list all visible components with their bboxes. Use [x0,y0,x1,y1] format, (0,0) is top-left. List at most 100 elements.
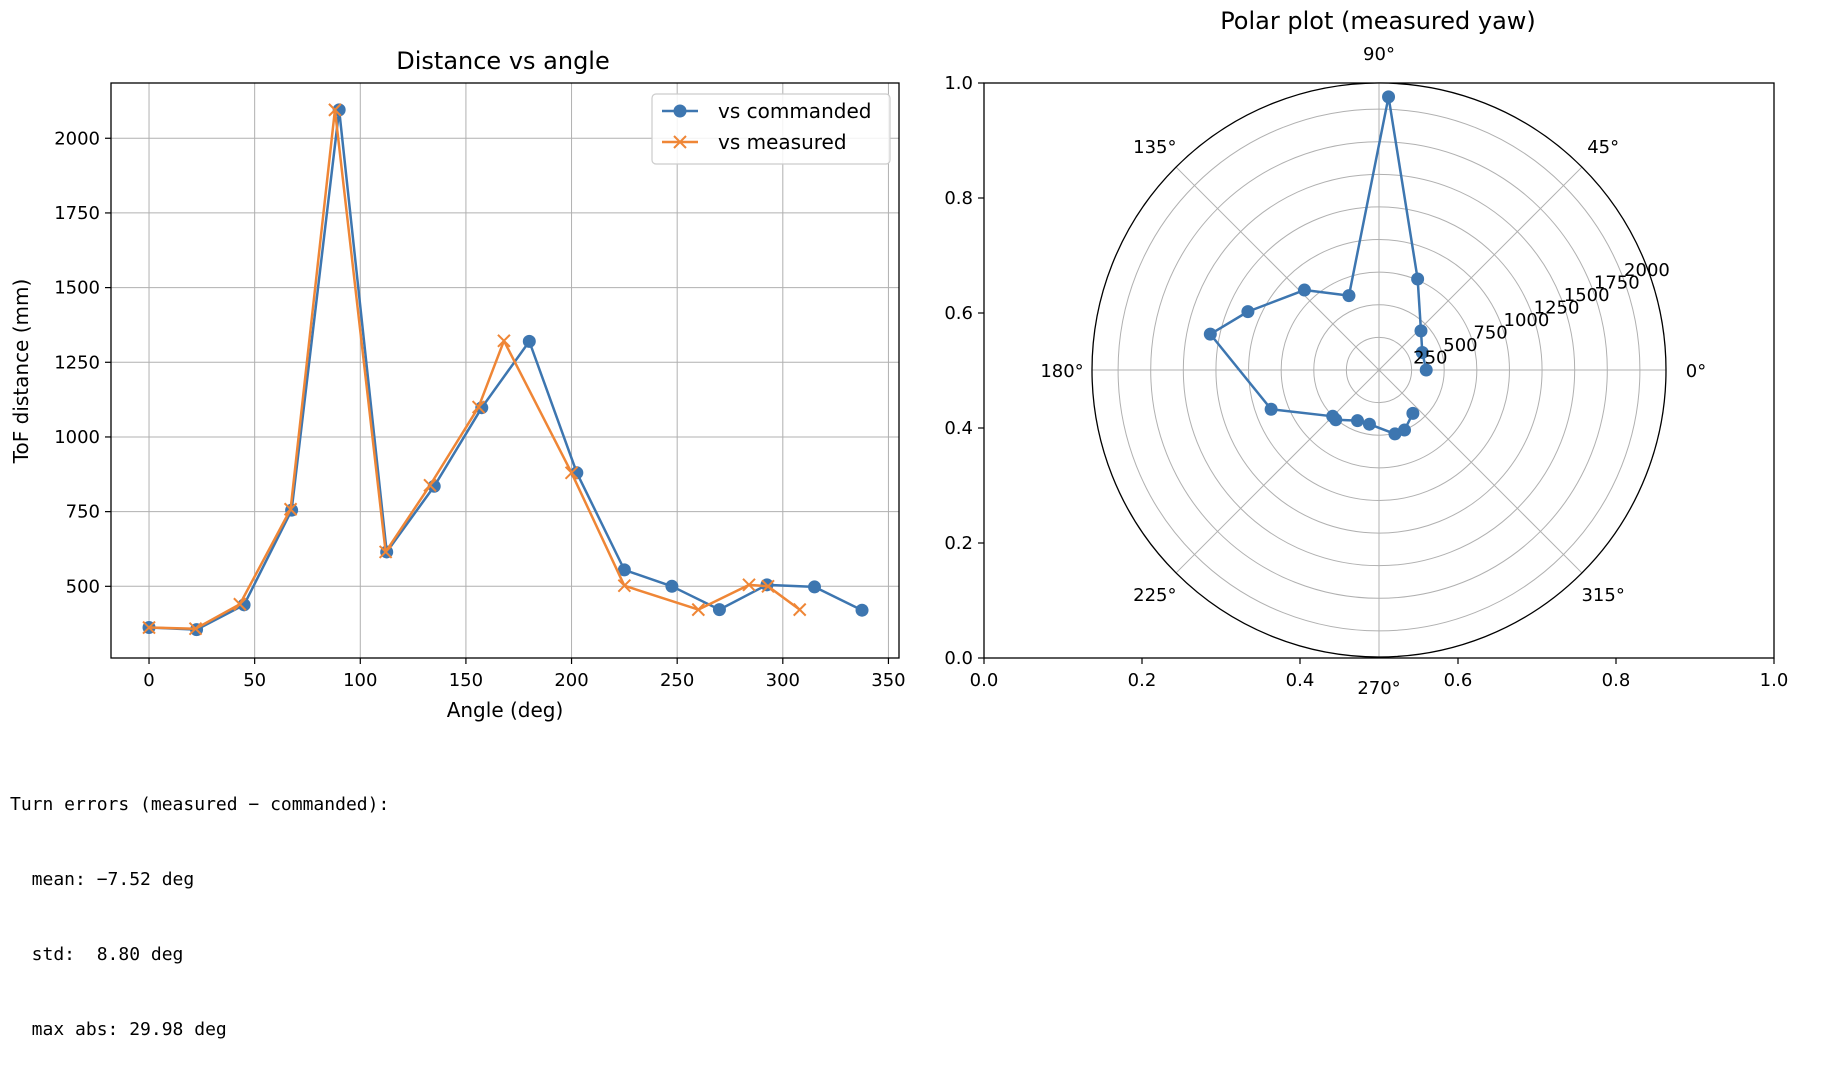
point-measured [742,578,756,592]
left-chart-frame [110,82,900,659]
polar-point [1241,305,1255,319]
polar-angle-tick-label: 270° [1357,678,1400,699]
polar-angular-gridline [1378,369,1583,574]
polar-radial-tick-label: 1750 [1594,273,1640,294]
point-measured [233,597,247,611]
frame-y-tick-label: 1.0 [944,73,973,94]
left-chart-series [142,103,869,637]
polar-chart-tick-labels: 0° 45° 90° 135° 180° 225° 270° 315° 250500750100… [1040,44,1706,699]
frame-x-tick-label: 0.2 [1128,670,1157,691]
console-line: Turn errors (measured − commanded): [10,794,390,815]
series-line-measured [148,108,801,630]
y-tick-label: 500 [66,576,100,597]
frame-y-tick-label: 0.0 [944,648,973,669]
legend-marker-measured [673,135,687,149]
y-tick-label: 1250 [54,352,100,373]
polar-radial-tick-label: 2000 [1624,260,1670,281]
polar-point [1397,423,1411,437]
point-measured [497,334,511,348]
legend: vs commanded vs measured [651,93,891,165]
polar-angle-tick-label: 315° [1581,585,1624,606]
polar-point [1362,417,1376,431]
legend-box [651,93,891,165]
point-measured [283,502,298,516]
console-line: std: 8.80 deg [10,944,184,965]
point-measured [328,103,342,117]
point-measured [188,622,203,636]
left-chart-ticks: 0 50 100 150 200 250 300 350 500 750 1000 1250 1500 1… [54,128,905,691]
y-tick-label: 1750 [54,203,100,224]
polar-point [1342,289,1356,303]
legend-label-commanded: vs commanded [718,99,871,123]
polar-angle-tick-label: 0° [1686,361,1706,382]
x-tick-label: 150 [449,670,483,691]
frame-x-tick-label: 0.4 [1286,670,1315,691]
console-line: max abs: 29.98 deg [10,1019,227,1040]
x-tick-label: 300 [766,670,800,691]
frame-y-tick-label: 0.8 [944,188,973,209]
frame-x-tick-label: 0.6 [1444,670,1473,691]
polar-radial-tick-label: 1000 [1504,310,1550,331]
polar-point [1414,324,1428,338]
polar-radial-tick-label: 500 [1443,335,1477,356]
polar-point [1350,414,1364,428]
left-chart-grid [111,83,899,658]
console-output: Turn errors (measured − commanded): mean… [10,742,389,1067]
polar-point [1406,406,1420,420]
figure: Distance vs angle 0 50 100 150 200 250 300 350 5… [9,7,1788,722]
frame-x-tick-label: 1.0 [1760,670,1789,691]
polar-point [1419,363,1433,377]
point-measured [691,602,706,617]
polar-angular-gridline [1175,166,1380,371]
x-tick-label: 250 [660,670,694,691]
point-measured [617,579,632,593]
point-commanded [522,334,536,348]
polar-point [1264,402,1278,416]
left-chart-x-axis-label: Angle (deg) [447,698,564,722]
legend-label-measured: vs measured [718,130,847,154]
polar-chart-grid [1091,82,1667,658]
point-measured [471,400,486,414]
polar-radial-tick-label: 1500 [1564,285,1610,306]
point-measured [564,466,579,480]
polar-point [1297,283,1311,297]
polar-angle-tick-label: 45° [1587,137,1619,158]
point-commanded [855,603,869,617]
polar-angle-tick-label: 180° [1040,361,1083,382]
point-commanded [807,580,821,594]
polar-angle-tick-label: 90° [1363,44,1395,65]
polar-radial-tick-label: 750 [1473,323,1507,344]
polar-angle-tick-label: 225° [1133,585,1176,606]
point-measured [761,579,775,594]
polar-plot-chart: Polar plot (measured yaw) 0.00.00.20.20.… [944,7,1788,699]
point-measured [378,545,393,559]
x-tick-label: 0 [143,670,154,691]
x-tick-label: 350 [871,670,905,691]
console-line: mean: −7.52 deg [10,869,195,890]
frame-y-tick-label: 0.4 [944,418,973,439]
polar-radial-tick-label: 250 [1413,348,1447,369]
x-tick-label: 100 [343,670,377,691]
polar-point [1382,90,1396,104]
frame-y-tick-label: 0.6 [944,303,973,324]
left-chart-title: Distance vs angle [396,47,610,75]
legend-marker-commanded [673,104,687,118]
frame-x-tick-label: 0.8 [1602,670,1631,691]
polar-chart-frame-ticks: 0.00.0 0.2 0.2 0.4 0.4 0.6 0.6 0.8 0.8 1.0 1.0 [944,73,1788,691]
y-tick-label: 1500 [54,278,100,299]
point-commanded [712,603,726,617]
polar-point [1415,346,1429,360]
series-line-commanded [148,108,863,631]
x-tick-label: 50 [243,670,266,691]
polar-radial-tick-label: 1250 [1534,298,1580,319]
frame-x-tick-label: 0.0 [970,670,999,691]
polar-point [1203,327,1217,341]
point-commanded [617,563,631,577]
polar-point [1329,413,1343,427]
polar-angular-gridline [1175,369,1380,574]
y-tick-label: 1000 [54,427,100,448]
polar-outer-ring [1091,82,1667,658]
x-tick-label: 200 [554,670,588,691]
distance-vs-angle-chart: Distance vs angle 0 50 100 150 200 250 300 350 5… [9,47,906,722]
polar-angular-gridline [1378,166,1583,371]
